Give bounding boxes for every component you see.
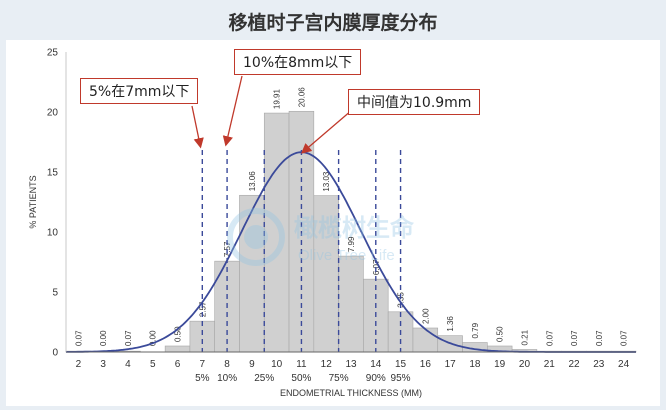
chart-title: 移植时子宫内膜厚度分布 [228, 12, 438, 34]
value-label-4: 0.07 [124, 330, 133, 346]
x-tick-label-13: 13 [345, 359, 357, 370]
annotation-5pct: 5%在7mm以下 [80, 78, 199, 104]
value-label-24: 0.07 [620, 330, 629, 346]
annotation-median: 中间值为10.9mm [348, 89, 481, 115]
percentile-label-95pct: 95% [391, 373, 411, 384]
x-tick-label-12: 12 [321, 359, 333, 370]
value-label-16: 2.00 [421, 308, 430, 324]
value-label-7: 2.57 [198, 301, 207, 317]
chart-svg: 0.070.000.070.000.502.577.5713.0619.9120… [28, 48, 637, 398]
percentile-label-50pct: 50% [291, 373, 311, 384]
x-tick-label-18: 18 [469, 359, 481, 370]
x-tick-label-15: 15 [395, 359, 407, 370]
value-label-11: 20.06 [297, 87, 306, 108]
bar-16 [412, 327, 439, 353]
value-label-13: 7.99 [347, 236, 356, 252]
x-tick-label-17: 17 [445, 359, 457, 370]
x-tick-label-10: 10 [271, 359, 283, 370]
x-tick-label-4: 4 [125, 359, 131, 370]
bar-6 [164, 345, 191, 353]
value-label-17: 1.36 [446, 316, 455, 332]
value-label-15: 3.35 [397, 292, 406, 308]
bar-12 [313, 195, 339, 353]
value-label-21: 0.07 [545, 330, 554, 346]
percentile-label-10pct: 10% [217, 373, 237, 384]
x-tick-label-16: 16 [420, 359, 432, 370]
value-label-6: 0.50 [174, 326, 183, 342]
value-label-12: 13.03 [322, 171, 331, 192]
x-tick-label-9: 9 [249, 359, 255, 370]
arrow-5pct [191, 105, 204, 149]
x-tick-label-7: 7 [200, 359, 206, 370]
percentile-label-25pct: 25% [254, 373, 274, 384]
bar-10 [263, 112, 290, 353]
x-tick-label-8: 8 [224, 359, 230, 370]
percentile-label-5pct: 5% [195, 373, 210, 384]
y-tick-label-20: 20 [47, 108, 59, 119]
x-tick-label-3: 3 [100, 359, 106, 370]
arrow-median [300, 109, 353, 154]
x-axis-title: ENDOMETRIAL THICKNESS (MM) [280, 388, 422, 398]
x-tick-label-19: 19 [494, 359, 506, 370]
value-label-20: 0.21 [520, 329, 529, 345]
percentile-label-75pct: 75% [329, 373, 349, 384]
x-tick-label-22: 22 [568, 359, 580, 370]
percentile-label-90pct: 90% [366, 373, 386, 384]
value-label-5: 0.00 [149, 330, 158, 346]
x-tick-label-11: 11 [296, 359, 307, 370]
x-tick-label-20: 20 [519, 359, 531, 370]
y-axis-title: % PATIENTS [28, 175, 38, 228]
y-tick-label-15: 15 [47, 168, 59, 179]
arrow-10pct [222, 75, 243, 147]
x-tick-label-6: 6 [175, 359, 181, 370]
x-tick-label-5: 5 [150, 359, 156, 370]
x-tick-label-2: 2 [76, 359, 82, 370]
x-tick-label-14: 14 [370, 359, 382, 370]
bar-9 [239, 194, 265, 353]
y-tick-label-10: 10 [47, 228, 59, 239]
value-label-18: 0.79 [471, 322, 480, 338]
annotation-10pct: 10%在8mm以下 [234, 49, 362, 75]
value-label-23: 0.07 [595, 330, 604, 346]
value-label-2: 0.07 [74, 330, 83, 346]
value-label-19: 0.50 [496, 326, 505, 342]
x-tick-label-23: 23 [593, 359, 605, 370]
y-tick-label-25: 25 [47, 48, 59, 59]
bar-7 [189, 320, 215, 353]
bar-13 [338, 255, 364, 353]
x-tick-label-24: 24 [618, 359, 630, 370]
value-label-10: 19.91 [273, 89, 282, 110]
value-label-9: 13.06 [248, 171, 257, 192]
y-tick-label-0: 0 [52, 348, 58, 359]
value-label-22: 0.07 [570, 330, 579, 346]
chart-panel: 0.070.000.070.000.502.577.5713.0619.9120… [6, 40, 660, 406]
x-tick-label-21: 21 [544, 359, 556, 370]
y-tick-label-5: 5 [52, 288, 58, 299]
value-label-3: 0.00 [99, 330, 108, 346]
